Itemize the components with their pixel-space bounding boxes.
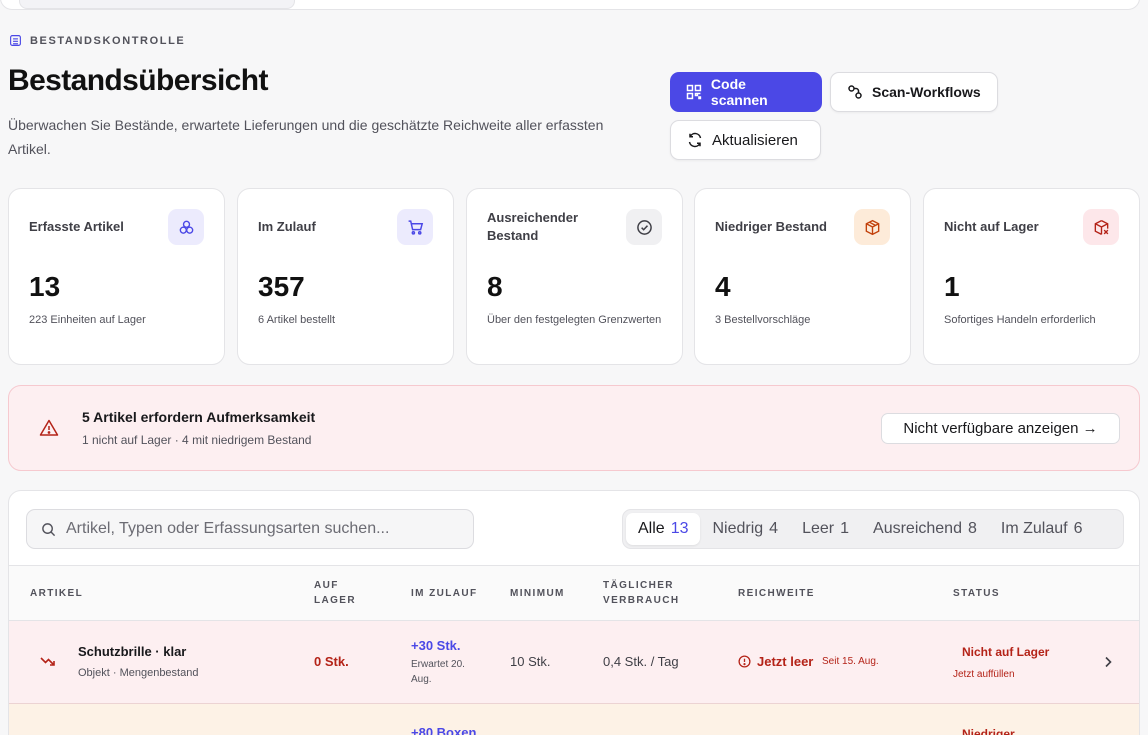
workflow-icon bbox=[848, 85, 862, 99]
stat-value: 1 bbox=[944, 271, 960, 302]
stat-value: 357 bbox=[258, 271, 305, 302]
stat-label: Ausreichender Bestand bbox=[487, 210, 579, 243]
scan-workflows-button[interactable]: Scan-Workflows bbox=[830, 72, 998, 112]
filter-tab-low[interactable]: Niedrig 4 bbox=[700, 513, 790, 545]
incoming-value: +80 Boxen bbox=[411, 725, 477, 735]
incoming-value: +30 Stk. bbox=[411, 638, 461, 653]
column-header-stock[interactable]: AUF LAGER bbox=[314, 580, 356, 606]
filter-tab-empty[interactable]: Leer 1 bbox=[790, 513, 861, 545]
alert-title: 5 Artikel erfordern Aufmerksamkeit bbox=[82, 409, 316, 425]
stat-subtext: Über den festgelegten Grenzwerten bbox=[487, 314, 662, 326]
eyebrow-label: BESTANDSKONTROLLE bbox=[30, 34, 186, 47]
alert-subtitle: 1 nicht auf Lager · 4 mit niedrigem Best… bbox=[82, 433, 312, 447]
scan-workflows-label: Scan-Workflows bbox=[872, 84, 981, 100]
stat-card-low-stock: Niedriger Bestand 4 3 Bestellvorschläge bbox=[694, 188, 911, 365]
table-row[interactable]: Schutzbrille · klar Objekt · Mengenbesta… bbox=[9, 621, 1139, 704]
warning-triangle-icon bbox=[39, 419, 59, 436]
filter-label: Ausreichend bbox=[873, 520, 962, 537]
stat-card-out-of-stock: Nicht auf Lager 1 Sofortiges Handeln erf… bbox=[923, 188, 1140, 365]
qr-code-icon bbox=[686, 84, 702, 100]
status-badge: Nicht auf Lager bbox=[962, 645, 1050, 659]
stat-card-sufficient: Ausreichender Bestand 8 Über den festgel… bbox=[466, 188, 683, 365]
column-header-reach[interactable]: REICHWEITE bbox=[738, 588, 815, 599]
restock-link[interactable]: Jetzt auffüllen bbox=[953, 669, 1015, 680]
filter-label: Im Zulauf bbox=[1000, 520, 1068, 537]
item-meta: Objekt · Mengenbestand bbox=[78, 667, 199, 679]
filter-count: 4 bbox=[769, 520, 779, 537]
chevron-right-icon[interactable] bbox=[1102, 655, 1114, 669]
stat-label: Niedriger Bestand bbox=[715, 219, 827, 234]
stock-value: 0 Stk. bbox=[314, 654, 349, 669]
search-box bbox=[26, 509, 474, 549]
usage-value: 0,4 Stk. / Tag bbox=[603, 654, 679, 669]
top-search-stub[interactable] bbox=[19, 0, 295, 9]
stat-subtext: 223 Einheiten auf Lager bbox=[29, 314, 146, 326]
column-header-usage[interactable]: TÄGLICHER VERBRAUCH bbox=[603, 580, 680, 606]
page-title: Bestandsübersicht bbox=[8, 64, 268, 97]
check-circle-icon bbox=[626, 209, 662, 245]
column-header-minimum[interactable]: MINIMUM bbox=[510, 588, 565, 599]
status-badge: Niedriger bbox=[962, 727, 1015, 735]
stat-card-incoming: Im Zulauf 357 6 Artikel bestellt bbox=[237, 188, 454, 365]
cart-icon bbox=[397, 209, 433, 245]
scan-code-label: Code scannen bbox=[710, 76, 768, 108]
trend-down-icon bbox=[40, 657, 55, 666]
search-icon bbox=[42, 522, 56, 536]
filter-label: Alle bbox=[638, 520, 665, 537]
column-header-incoming[interactable]: IM ZULAUF bbox=[411, 588, 478, 599]
stat-label: Erfasste Artikel bbox=[29, 219, 124, 234]
refresh-button[interactable]: Aktualisieren bbox=[670, 120, 821, 160]
table-row[interactable]: +80 Boxen Niedriger bbox=[9, 704, 1139, 735]
reach-since: Seit 15. Aug. bbox=[822, 656, 879, 667]
filter-count: 6 bbox=[1073, 520, 1083, 537]
filter-tab-sufficient[interactable]: Ausreichend 8 bbox=[861, 513, 989, 545]
filter-tab-incoming[interactable]: Im Zulauf 6 bbox=[989, 513, 1095, 545]
inventory-icon bbox=[10, 35, 21, 46]
stat-label: Nicht auf Lager bbox=[944, 219, 1039, 234]
column-header-status[interactable]: STATUS bbox=[953, 588, 1000, 599]
package-warning-icon bbox=[854, 209, 890, 245]
filter-tab-all[interactable]: Alle 13 bbox=[626, 513, 701, 545]
stat-subtext: Sofortiges Handeln erforderlich bbox=[944, 314, 1096, 326]
stat-card-tracked-items: Erfasste Artikel 13 223 Einheiten auf La… bbox=[8, 188, 225, 365]
refresh-label: Aktualisieren bbox=[712, 131, 798, 149]
stat-value: 4 bbox=[715, 271, 731, 302]
stat-value: 8 bbox=[487, 271, 503, 302]
attention-alert: 5 Artikel erfordern Aufmerksamkeit 1 nic… bbox=[8, 385, 1140, 471]
column-header-article[interactable]: ARTIKEL bbox=[30, 588, 84, 599]
filter-count: 13 bbox=[670, 520, 689, 537]
cubes-icon bbox=[168, 209, 204, 245]
refresh-icon bbox=[688, 132, 702, 148]
filter-label: Niedrig bbox=[712, 520, 764, 537]
show-unavailable-button[interactable]: Nicht verfügbare anzeigen → bbox=[881, 413, 1120, 444]
stat-subtext: 3 Bestellvorschläge bbox=[715, 314, 811, 326]
minimum-value: 10 Stk. bbox=[510, 654, 551, 669]
inventory-panel: Alle 13 Niedrig 4 Leer 1 Ausreichend 8 I… bbox=[8, 490, 1140, 735]
stat-label: Im Zulauf bbox=[258, 219, 316, 234]
stat-subtext: 6 Artikel bestellt bbox=[258, 314, 336, 326]
filter-label: Leer bbox=[802, 520, 835, 537]
table-header: ARTIKEL AUF LAGER IM ZULAUF MINIMUM TÄGL… bbox=[9, 565, 1139, 621]
scan-code-button[interactable]: Code scannen bbox=[670, 72, 822, 112]
item-name: Schutzbrille · klar bbox=[78, 644, 187, 659]
package-x-icon bbox=[1083, 209, 1119, 245]
reach-value: Jetzt leer bbox=[738, 654, 813, 669]
reach-label: Jetzt leer bbox=[757, 654, 814, 669]
page-description: Überwachen Sie Bestände, erwartete Liefe… bbox=[8, 117, 604, 157]
filter-tabs: Alle 13 Niedrig 4 Leer 1 Ausreichend 8 I… bbox=[622, 509, 1124, 549]
search-input[interactable] bbox=[66, 520, 466, 538]
alert-circle-icon bbox=[738, 655, 751, 668]
page-eyebrow: BESTANDSKONTROLLE bbox=[9, 34, 185, 47]
filter-count: 8 bbox=[967, 520, 977, 537]
incoming-expected: Erwartet 20. Aug. bbox=[411, 659, 465, 685]
top-bar bbox=[0, 0, 1140, 10]
filter-count: 1 bbox=[840, 520, 850, 537]
stat-value: 13 bbox=[29, 271, 61, 302]
